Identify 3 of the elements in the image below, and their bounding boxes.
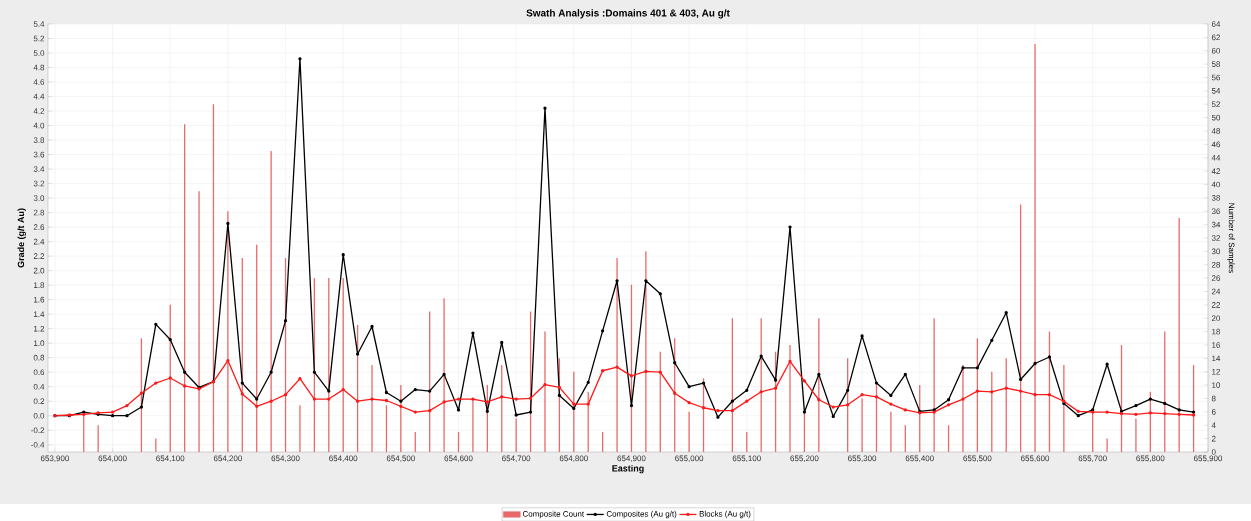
y-axis-title: Grade (g/t Au) <box>17 208 26 268</box>
chart-title: Swath Analysis :Domains 401 & 403, Au g/t <box>526 9 730 19</box>
x-axis-title: Easting <box>612 464 644 474</box>
